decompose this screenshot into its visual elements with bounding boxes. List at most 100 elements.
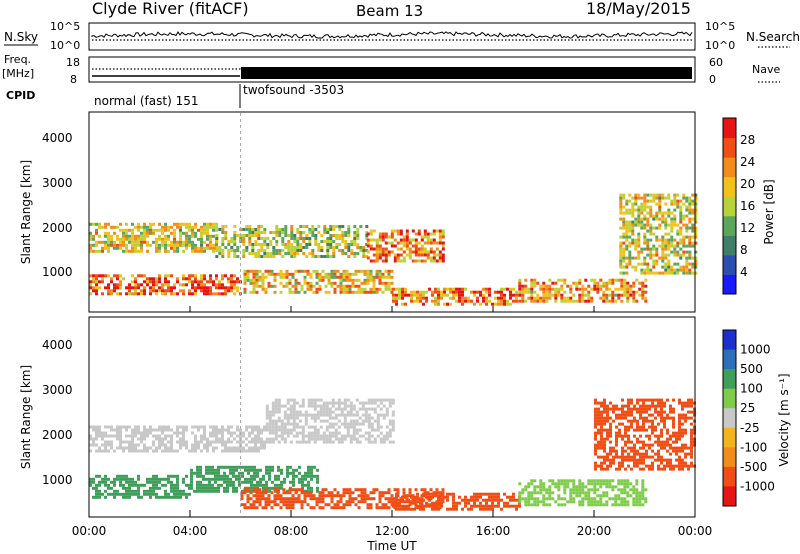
heatmap-cell (155, 477, 158, 481)
heatmap-cell (425, 299, 428, 303)
power-ytick-3000: 3000 (42, 176, 73, 190)
heatmap-cell (353, 255, 357, 258)
heatmap-cell (396, 259, 400, 263)
heatmap-cell (206, 222, 209, 226)
heatmap-cell (268, 410, 272, 414)
heatmap-cell (669, 446, 672, 450)
heatmap-cell (688, 268, 692, 272)
heatmap-cell (140, 243, 143, 247)
heatmap-cell (587, 299, 591, 303)
heatmap-cell (391, 428, 395, 432)
heatmap-cell (348, 500, 352, 504)
heatmap-cell (594, 407, 597, 411)
heatmap-cell (599, 500, 603, 504)
heatmap-cell (640, 217, 644, 221)
heatmap-cell (170, 446, 173, 450)
heatmap-cell (303, 269, 307, 273)
heatmap-cell (275, 231, 279, 234)
heatmap-cell (669, 434, 672, 438)
heatmap-cell (446, 302, 449, 306)
heatmap-cell (137, 222, 140, 226)
power-colorbar (722, 117, 737, 295)
heatmap-cell (621, 437, 624, 441)
heatmap-cell (286, 419, 290, 423)
heatmap-cell (688, 271, 692, 275)
heatmap-cell (569, 296, 573, 300)
heatmap-cell (426, 256, 430, 260)
heatmap-cell (98, 434, 101, 438)
heatmap-cell (599, 482, 603, 486)
heatmap-cell (107, 246, 110, 250)
heatmap-cell (143, 446, 146, 450)
heatmap-cell (101, 480, 104, 484)
heatmap-cell (164, 437, 167, 441)
heatmap-cell (98, 449, 101, 453)
heatmap-cell (419, 501, 422, 505)
heatmap-cell (224, 225, 228, 228)
heatmap-cell (581, 296, 585, 300)
heatmap-cell (128, 443, 131, 447)
heatmap-cell (391, 422, 395, 426)
heatmap-cell (479, 501, 482, 505)
heatmap-cell (89, 231, 92, 235)
heatmap-cell (348, 284, 352, 288)
heatmap-cell (618, 464, 621, 468)
power-colorbar-tick: 8 (740, 243, 748, 257)
heatmap-cell (223, 471, 226, 475)
heatmap-cell (404, 287, 407, 291)
heatmap-cell (280, 431, 284, 435)
heatmap-cell (637, 211, 641, 215)
heatmap-cell (633, 455, 636, 459)
heatmap-cell (212, 292, 215, 296)
heatmap-cell (143, 222, 146, 226)
heatmap-cell (679, 265, 683, 269)
heatmap-cell (143, 428, 146, 432)
heatmap-cell (581, 287, 585, 291)
heatmap-cell (261, 506, 265, 510)
heatmap-cell (252, 284, 256, 288)
heatmap-cell (593, 488, 597, 492)
heatmap-cell (485, 287, 488, 291)
heatmap-cell (295, 431, 299, 435)
heatmap-cell (364, 416, 368, 420)
heatmap-cell (401, 495, 404, 499)
heatmap-cell (230, 237, 234, 240)
heatmap-cell (344, 234, 348, 237)
heatmap-cell (304, 477, 307, 481)
heatmap-cell (641, 494, 645, 498)
heatmap-cell (239, 434, 242, 438)
heatmap-cell (594, 452, 597, 456)
heatmap-cell (128, 249, 131, 253)
heatmap-cell (279, 269, 283, 273)
heatmap-cell (626, 482, 630, 486)
heatmap-cell (387, 284, 391, 288)
heatmap-cell (587, 500, 591, 504)
heatmap-cell (137, 286, 140, 290)
heatmap-cell (658, 208, 662, 212)
heatmap-cell (110, 292, 113, 296)
heatmap-cell (339, 284, 343, 288)
heatmap-cell (600, 401, 603, 405)
heatmap-cell (275, 240, 279, 243)
heatmap-cell (214, 468, 217, 472)
heatmap-cell (381, 290, 385, 294)
heatmap-cell (113, 477, 116, 481)
heatmap-cell (137, 428, 140, 432)
heatmap-cell (603, 419, 606, 423)
heatmap-cell (326, 231, 330, 234)
heatmap-cell (319, 410, 323, 414)
heatmap-cell (182, 222, 185, 226)
heatmap-cell (188, 237, 191, 241)
heatmap-cell (606, 437, 609, 441)
heatmap-cell (122, 477, 125, 481)
heatmap-cell (191, 274, 194, 278)
heatmap-cell (676, 253, 680, 257)
power-ytick-2000: 2000 (42, 221, 73, 235)
heatmap-cell (347, 249, 351, 252)
heatmap-cell (593, 482, 597, 486)
heatmap-cell (104, 474, 107, 478)
heatmap-cell (335, 237, 339, 240)
heatmap-cell (255, 272, 259, 276)
heatmap-cell (694, 271, 698, 275)
heatmap-cell (257, 249, 261, 252)
